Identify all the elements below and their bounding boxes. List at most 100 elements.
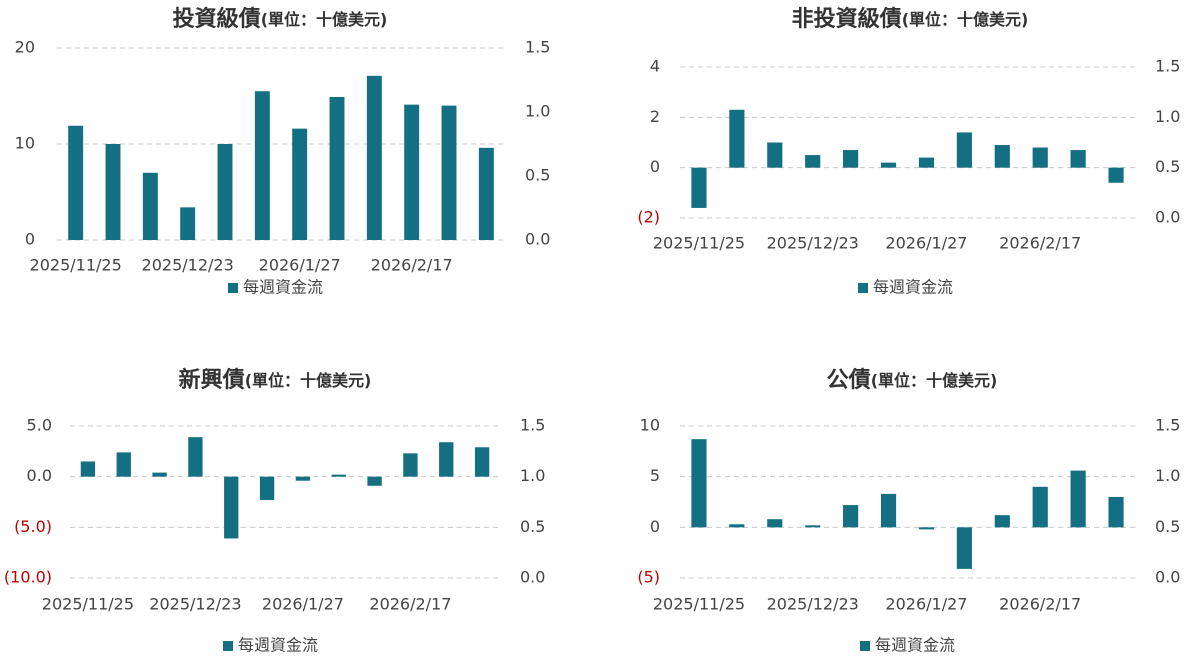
x-tick-label: 2025/12/23 (767, 234, 859, 253)
bar (254, 91, 270, 240)
y-tick-label: 0 (650, 517, 660, 536)
bar (767, 519, 783, 528)
bar (116, 452, 131, 477)
bar (403, 453, 418, 477)
y-tick-label: 4 (650, 57, 660, 76)
bar (329, 96, 345, 241)
bar (691, 167, 707, 208)
bar (292, 128, 308, 240)
y2-tick-label: 1.5 (1155, 416, 1180, 435)
bar (1108, 167, 1124, 183)
chart-title: 非投資級債(單位：十億美元) (792, 6, 1029, 32)
y2-tick-label: 1.0 (1155, 466, 1180, 485)
x-tick-label: 2025/11/25 (42, 595, 134, 614)
y2-tick-label: 1.5 (1155, 57, 1180, 76)
y2-tick-label: 0.0 (520, 568, 545, 587)
y2-tick-label: 0.5 (1155, 517, 1180, 536)
x-tick-label: 2025/12/23 (767, 595, 859, 614)
bar (994, 145, 1010, 168)
title-main: 公債 (827, 368, 871, 393)
bar (404, 104, 420, 240)
bar (1032, 147, 1048, 168)
legend-label: 每週資金流 (238, 636, 318, 655)
y-tick-label: (5.0) (14, 517, 52, 536)
bar (217, 144, 233, 240)
title-main: 非投資級債 (792, 6, 902, 32)
legend-swatch (858, 283, 868, 293)
bar (956, 132, 972, 168)
chart-title: 公債(單位：十億美元) (827, 368, 998, 393)
y2-tick-label: 0.5 (520, 517, 545, 536)
y2-tick-label: 1.0 (525, 102, 550, 121)
bar (843, 150, 859, 168)
bar (142, 172, 158, 240)
legend-swatch (223, 641, 233, 651)
x-tick-label: 2026/2/17 (999, 595, 1081, 614)
bar (805, 525, 821, 528)
chart: 公債(單位：十億美元) (5) 0 5 10 0.0 0.5 1.0 1.5 2025/11/25… (637, 368, 1180, 655)
bar (478, 147, 494, 240)
x-tick-label: 2025/11/25 (653, 234, 745, 253)
x-tick-label: 2025/12/23 (149, 595, 241, 614)
y-tick-label: 20 (15, 38, 35, 57)
bar (474, 447, 490, 477)
y2-tick-label: 1.0 (1155, 107, 1180, 126)
bar (994, 515, 1010, 528)
bar (729, 524, 745, 528)
y2-tick-label: 1.5 (525, 38, 550, 57)
bar (80, 461, 96, 477)
legend-swatch (228, 283, 238, 293)
bar (439, 442, 454, 477)
x-tick-label: 2026/1/27 (259, 256, 341, 275)
bar (767, 142, 783, 168)
bar (180, 207, 196, 240)
bar (729, 109, 745, 168)
legend-label: 每週資金流 (243, 278, 323, 297)
y-tick-label: 5.0 (27, 416, 52, 435)
bar (918, 157, 935, 168)
x-tick-label: 2025/11/25 (30, 256, 122, 275)
x-tick-label: 2026/1/27 (885, 595, 967, 614)
y2-tick-label: 0.0 (525, 230, 550, 249)
bar (295, 476, 311, 481)
bar (1108, 496, 1124, 528)
chart-title: 投資級債(單位：十億美元) (173, 6, 388, 32)
chart: 新興債(單位：十億美元) (10.0) (5.0) 0.0 5.0 0.0 0.5 1.0 1.… (4, 367, 546, 655)
title-unit: (單位：十億美元) (902, 10, 1029, 29)
y2-tick-label: 1.5 (520, 416, 545, 435)
y-tick-label: 10 (640, 416, 660, 435)
x-tick-label: 2025/11/25 (653, 595, 745, 614)
bar (105, 144, 121, 240)
legend-label: 每週資金流 (875, 636, 955, 655)
title-unit: (單位：十億美元) (261, 10, 388, 29)
y2-tick-label: 1.0 (520, 466, 545, 485)
y-tick-label: 5 (650, 466, 660, 485)
y-tick-label: 0.0 (27, 466, 52, 485)
bar (843, 505, 859, 528)
bar (188, 437, 203, 477)
y-tick-label: (2) (637, 208, 660, 227)
x-tick-label: 2026/2/17 (369, 595, 451, 614)
bar (880, 162, 897, 168)
bar (1032, 486, 1048, 528)
chart: 投資級債(單位：十億美元) 0 10 20 0.0 0.5 1.0 1.5 2025/11/25… (15, 6, 551, 297)
y-tick-label: 10 (15, 134, 35, 153)
bar (152, 472, 167, 477)
bar (956, 527, 972, 569)
bar (367, 476, 382, 486)
bar (1070, 150, 1086, 168)
bar (224, 476, 239, 539)
y-tick-label: (5) (637, 568, 660, 587)
y-tick-label: 0 (650, 157, 660, 176)
x-tick-label: 2026/1/27 (262, 595, 344, 614)
bar (880, 493, 897, 528)
legend-label: 每週資金流 (873, 278, 953, 297)
title-unit: (單位：十億美元) (871, 371, 998, 390)
bar (805, 155, 821, 168)
y2-tick-label: 0.5 (1155, 157, 1180, 176)
x-tick-label: 2026/1/27 (885, 234, 967, 253)
y2-tick-label: 0.0 (1155, 208, 1180, 227)
bar (691, 439, 707, 528)
y2-tick-label: 0.0 (1155, 568, 1180, 587)
